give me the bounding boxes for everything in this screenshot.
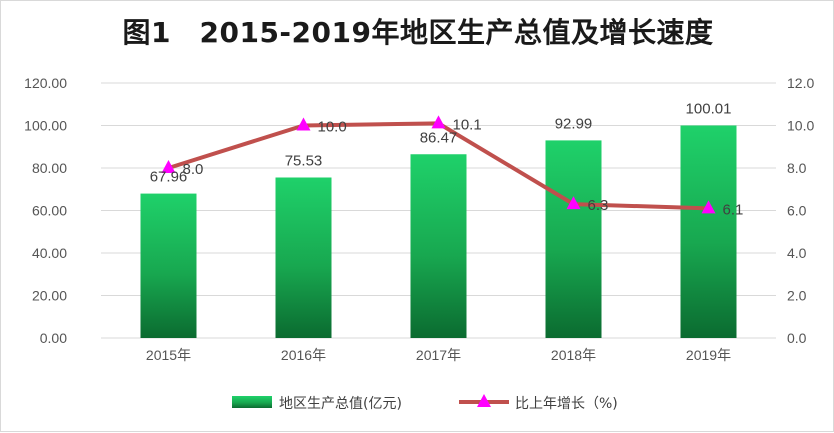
bar-data-label: 75.53 (285, 152, 323, 169)
legend-marker-swatch (477, 394, 491, 407)
bar-data-label: 92.99 (555, 115, 593, 132)
bar (680, 125, 737, 338)
bar (275, 177, 332, 338)
y-left-tick-label: 80.00 (32, 160, 67, 176)
bar (410, 154, 467, 338)
x-tick-label: 2016年 (281, 347, 326, 363)
legend-bar-swatch (232, 396, 272, 408)
bar-data-label: 86.47 (420, 129, 458, 146)
x-tick-label: 2017年 (416, 347, 461, 363)
y-left-tick-label: 20.00 (32, 288, 67, 304)
growth-marker (566, 196, 581, 210)
y-right-tick-label: 0.0 (787, 330, 807, 346)
line-data-label: 8.0 (183, 161, 204, 178)
y-right-tick-label: 2.0 (787, 288, 807, 304)
bar-data-label: 100.01 (686, 100, 732, 117)
y-right-tick-label: 6.0 (787, 203, 807, 219)
y-left-tick-label: 40.00 (32, 245, 67, 261)
y-left-tick-label: 120.00 (24, 75, 67, 91)
line-data-label: 10.1 (453, 116, 482, 133)
line-data-label: 10.0 (318, 119, 347, 136)
bar (140, 193, 197, 338)
growth-marker (161, 160, 176, 173)
y-left-tick-label: 100.00 (24, 118, 67, 134)
legend-line-label: 比上年增长（%) (515, 396, 618, 412)
growth-marker (431, 115, 446, 129)
y-right-tick-label: 4.0 (787, 245, 807, 261)
chart-title: 图1 2015-2019年地区生产总值及增长速度 (122, 16, 714, 49)
bar-data-label: 67.96 (150, 169, 188, 186)
x-tick-label: 2019年 (686, 347, 731, 363)
y-right-tick-label: 8.0 (787, 160, 807, 176)
x-tick-label: 2018年 (551, 347, 596, 363)
legend-bar-label: 地区生产总值(亿元) (279, 396, 402, 412)
y-right-tick-label: 12.0 (787, 75, 814, 91)
y-right-tick-label: 10.0 (787, 118, 814, 134)
x-tick-label: 2015年 (146, 347, 191, 363)
line-data-label: 6.3 (588, 197, 609, 214)
y-left-tick-label: 0.00 (40, 330, 67, 346)
growth-marker (296, 117, 311, 131)
y-left-tick-label: 60.00 (32, 203, 67, 219)
line-data-label: 6.1 (723, 201, 744, 218)
growth-marker (701, 200, 716, 214)
bar (545, 140, 602, 338)
